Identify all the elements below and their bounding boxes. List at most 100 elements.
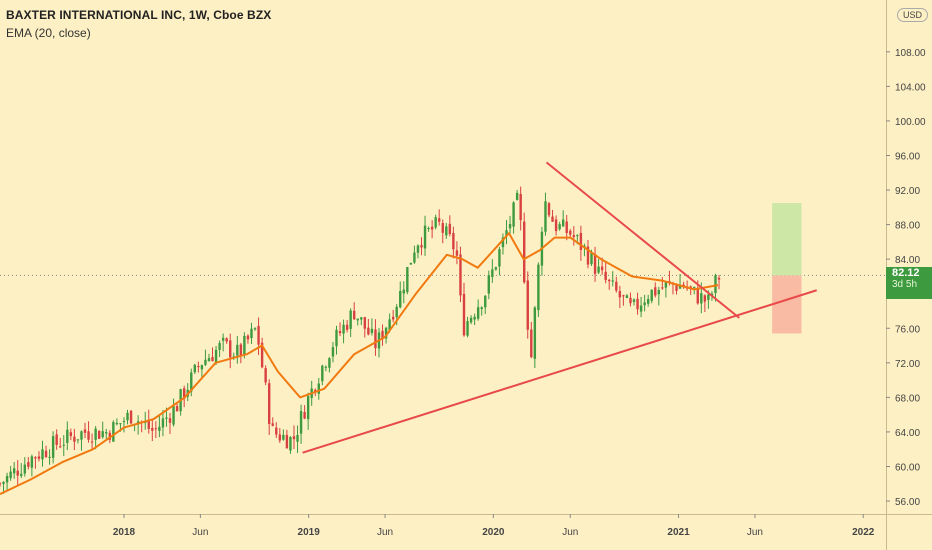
- candle: [250, 322, 253, 344]
- candle-body: [374, 329, 377, 349]
- candle: [597, 258, 600, 275]
- candle: [122, 417, 126, 433]
- candle-body: [66, 429, 69, 443]
- candle: [554, 215, 558, 236]
- candle-body: [9, 471, 12, 479]
- candle-body: [352, 310, 356, 320]
- candle: [561, 210, 565, 228]
- candle: [420, 237, 423, 256]
- candle: [629, 292, 632, 307]
- candle-body: [523, 221, 526, 283]
- candle-body: [714, 275, 717, 294]
- candle: [257, 317, 260, 356]
- candle: [342, 319, 345, 344]
- currency-badge[interactable]: USD: [896, 8, 928, 22]
- candle: [487, 270, 490, 300]
- candle: [661, 277, 664, 290]
- candle: [551, 209, 554, 222]
- symbol-title[interactable]: BAXTER INTERNATIONAL INC, 1W, Cboe BZX: [6, 8, 272, 22]
- price-tick-label: 96.00: [895, 151, 920, 162]
- candle: [519, 186, 522, 231]
- candle-body: [590, 253, 593, 265]
- candle-body: [246, 335, 250, 340]
- candle-body: [51, 436, 55, 458]
- candle: [115, 418, 119, 426]
- candle-body: [654, 287, 657, 296]
- candle: [246, 334, 250, 344]
- candle: [530, 321, 533, 359]
- candle-body: [430, 226, 434, 230]
- candle: [112, 420, 115, 442]
- candle: [363, 316, 367, 338]
- candle-body: [469, 317, 473, 323]
- candle-body: [55, 434, 58, 445]
- candle-body: [94, 428, 97, 440]
- candle-body: [360, 317, 363, 320]
- price-tick-label: 72.00: [895, 359, 920, 370]
- candle: [299, 404, 303, 444]
- candle-body: [455, 250, 459, 256]
- candle-body: [349, 310, 352, 329]
- candle-body: [335, 329, 338, 347]
- candle: [55, 429, 58, 450]
- candle: [129, 409, 133, 425]
- candle-body: [547, 203, 551, 216]
- candle: [657, 286, 661, 306]
- candle-body: [618, 291, 622, 298]
- candle: [409, 262, 413, 265]
- candle: [101, 421, 104, 439]
- candle: [632, 298, 636, 306]
- candle: [30, 454, 34, 477]
- candle-body: [16, 470, 19, 476]
- candle: [611, 271, 614, 287]
- candle-body: [693, 286, 696, 288]
- candle: [586, 239, 590, 269]
- candle: [275, 422, 278, 439]
- candle-body: [342, 324, 345, 334]
- candle-body: [639, 305, 643, 312]
- candle: [73, 428, 76, 451]
- candle: [94, 426, 97, 450]
- candle-body: [689, 286, 692, 288]
- candle-body: [537, 264, 540, 311]
- candle: [345, 320, 349, 333]
- candle: [225, 337, 228, 344]
- candle: [161, 409, 165, 437]
- candle-body: [264, 368, 267, 383]
- candle: [438, 209, 441, 226]
- candle: [126, 409, 129, 425]
- candle-body: [20, 473, 23, 476]
- candle-body: [324, 366, 328, 368]
- candle: [338, 322, 342, 337]
- candle-body: [604, 271, 607, 281]
- price-tick-label: 56.00: [895, 497, 920, 508]
- indicator-label[interactable]: EMA (20, close): [6, 26, 91, 40]
- candle: [537, 262, 540, 318]
- candle-body: [554, 219, 558, 232]
- candle-body: [229, 340, 232, 358]
- candle: [282, 429, 285, 441]
- candle-body: [90, 441, 94, 443]
- candle-body: [608, 279, 611, 282]
- candle: [455, 241, 459, 265]
- candle: [643, 294, 646, 312]
- candle: [664, 281, 668, 298]
- candle-body: [193, 364, 197, 373]
- candle-body: [409, 262, 413, 265]
- time-tick-label: Jun: [377, 527, 393, 538]
- candle-body: [600, 266, 604, 271]
- candle-body: [561, 219, 565, 227]
- candle-body: [190, 372, 193, 392]
- candle-body: [175, 406, 179, 412]
- candle-body: [260, 342, 264, 368]
- candle: [27, 457, 30, 470]
- time-tick-label: Jun: [747, 527, 763, 538]
- candle: [593, 246, 597, 282]
- candle: [505, 220, 508, 245]
- last-price-value: 82.12: [892, 267, 920, 280]
- candle: [526, 271, 529, 339]
- candle: [105, 428, 108, 439]
- candle: [44, 445, 48, 459]
- candle: [62, 435, 65, 457]
